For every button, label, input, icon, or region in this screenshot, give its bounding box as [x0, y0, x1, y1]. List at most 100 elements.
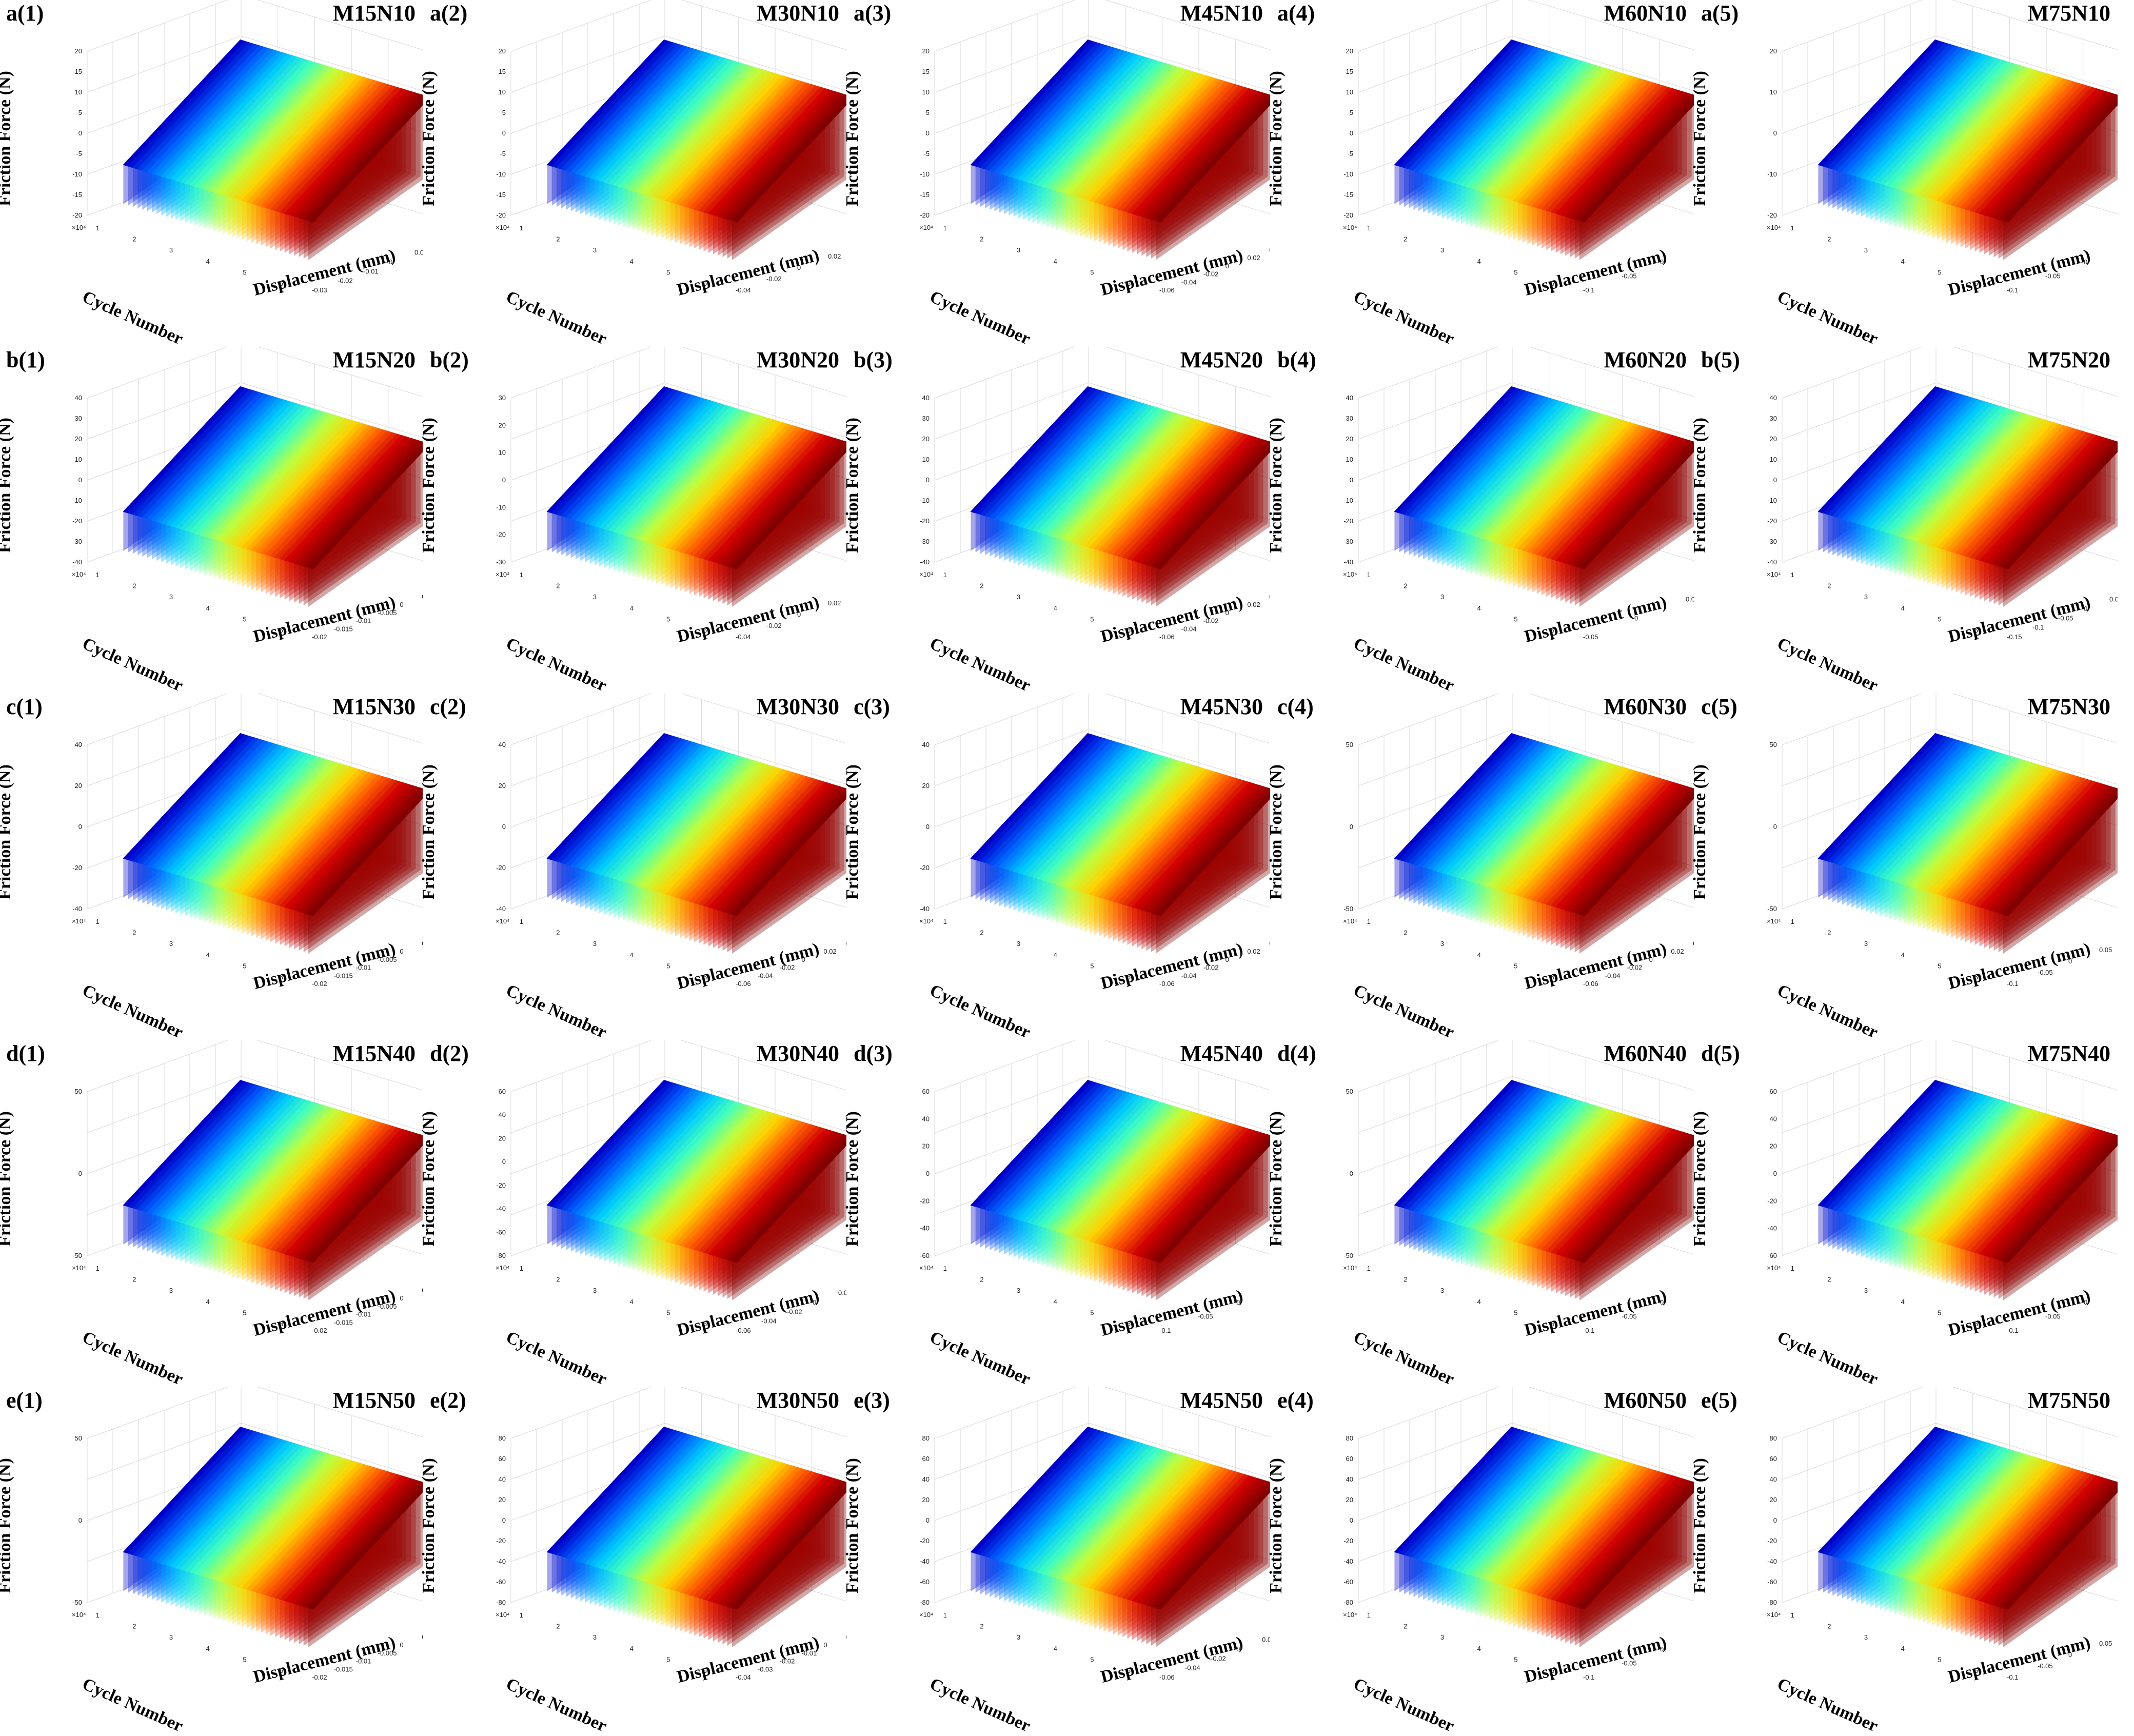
force-tick-label: 15: [499, 68, 506, 75]
cycle-tick-label: 5: [1090, 1656, 1094, 1664]
surface-strip: [1574, 1134, 1694, 1261]
panel-id: a(2): [430, 1, 468, 26]
displacement-tick-label: -0.01: [802, 1649, 817, 1657]
surface-strip: [1998, 1134, 2118, 1261]
cycle-tick-label: 5: [1938, 269, 1941, 277]
displacement-tick-label: 0.02: [823, 948, 836, 955]
cycle-tick-label: 2: [132, 235, 136, 243]
surface-strip: [1998, 441, 2118, 568]
surface-strip: [308, 445, 423, 569]
force-tick-label: 20: [1346, 1496, 1353, 1504]
surface-bands: [546, 1080, 846, 1301]
cycle-tick-label: 1: [1791, 224, 1794, 232]
force-tick-label: -10: [1767, 497, 1777, 504]
cycle-tick-label: 2: [556, 929, 560, 937]
panel-title: M15N10: [332, 1, 416, 26]
surface-bands: [546, 386, 846, 607]
panel-id: c(5): [1701, 694, 1737, 719]
force-tick-label: 0: [1350, 1516, 1353, 1524]
surface-strip: [2003, 1138, 2118, 1263]
force-tick-label: 30: [1346, 415, 1353, 422]
force-tick-label: -80: [1343, 1599, 1353, 1606]
cycle-tick-label: 3: [1017, 593, 1020, 601]
panel-id: d(3): [854, 1041, 893, 1066]
cycle-tick-label: 4: [206, 1298, 210, 1306]
chart-panel-c(5): 500-50123456×10⁴-0.1-0.0500.050.10.15c(5…: [1690, 694, 2118, 1042]
displacement-tick-label: 0.04: [1269, 593, 1270, 600]
force-tick-label: 40: [1770, 1475, 1777, 1483]
force-tick-label: 15: [922, 68, 930, 75]
cycle-tick-label: 6: [1127, 1667, 1131, 1674]
displacement-tick-label: -0.1: [1583, 286, 1594, 294]
force-tick-label: -10: [1343, 170, 1353, 178]
cycle-tick-label: 6: [1127, 626, 1131, 634]
panel-title: M45N20: [1180, 347, 1263, 372]
force-axis-label: Friction Force (N): [1690, 764, 1709, 900]
force-tick-label: 0: [1773, 129, 1777, 137]
force-tick-label: -50: [72, 1599, 82, 1606]
displacement-tick-label: -0.1: [1159, 1327, 1171, 1334]
cycle-tick-label: 5: [1090, 962, 1094, 970]
cycle-tick-label: 5: [666, 962, 670, 970]
displacement-tick-label: 0.05: [2099, 946, 2112, 954]
chart-panel-b(1): 40 30 20 10 0 -10 -20 -30 -40 1 2 3 4 5 6 ×10⁴ -0.02 -0.0…: [0, 347, 423, 695]
surface-bands: [1394, 1080, 1694, 1301]
force-tick-label: 0: [1773, 1170, 1777, 1177]
displacement-tick-label: -0.02: [338, 277, 353, 285]
displacement-tick-label: -0.06: [736, 980, 751, 988]
force-tick-label: -20: [496, 1181, 506, 1189]
cycle-exponent-label: ×10⁴: [1767, 917, 1781, 925]
cycle-tick-label: 3: [593, 246, 597, 254]
force-tick-label: -5: [1347, 150, 1353, 157]
force-tick-label: 0: [78, 1170, 82, 1177]
cycle-tick-label: 1: [943, 1265, 947, 1272]
chart-panel-d(5): 6040200-20-40-60123456×10⁴-0.1-0.0500.05…: [1690, 1040, 2118, 1389]
cycle-tick-label: 4: [630, 951, 634, 959]
displacement-tick-label: 0.02: [828, 252, 841, 260]
displacement-tick-label: -0.02: [312, 1327, 327, 1334]
cycle-exponent-label: ×10⁴: [1767, 1264, 1781, 1272]
surface-loop: [1155, 1138, 1270, 1301]
displacement-tick-label: 0: [400, 1294, 403, 1302]
force-tick-label: -5: [923, 150, 930, 157]
cycle-tick-label: 4: [206, 604, 210, 612]
surface-plot: 80 60 40 20 0 -20 -40 -60 -80 1 2 3 4 5 6 ×10⁴ -0.04 -0.0…: [496, 1387, 846, 1681]
cycle-tick-label: 2: [980, 929, 983, 937]
cycle-tick-label: 3: [1440, 940, 1444, 948]
displacement-tick-label: 0.02: [1247, 601, 1260, 608]
cycle-tick-label: 5: [243, 616, 246, 623]
force-tick-label: -30: [1343, 538, 1353, 545]
chart-panel-b(3): 40 30 20 10 0 -10 -20 -30 -40 1 2 3 4 5 6 ×10⁴ -0.06 -0.0…: [843, 347, 1270, 695]
chart-panel-a(4): 20 15 10 5 0 -5 -10 -15 -20 1 2 3 4 5 6 ×10⁴ -0.1 -0.05 0 0…: [1267, 0, 1694, 348]
force-tick-label: 20: [922, 782, 930, 790]
panel-id: c(3): [854, 694, 890, 719]
panel-id: c(1): [6, 694, 43, 719]
cycle-tick-label: 3: [1864, 940, 1868, 948]
displacement-tick-label: -0.01: [363, 267, 379, 275]
cycle-tick-label: 4: [1054, 1298, 1057, 1306]
force-tick-label: 0: [502, 129, 506, 137]
cycle-tick-label: 5: [243, 962, 246, 970]
cycle-tick-label: 4: [630, 1298, 634, 1306]
force-tick-label: 10: [1770, 88, 1777, 96]
force-tick-label: -20: [1767, 1197, 1777, 1205]
cycle-exponent-label: ×10⁴: [919, 1611, 934, 1619]
force-tick-label: 20: [1770, 1496, 1777, 1504]
displacement-tick-label: 0: [2068, 957, 2072, 965]
force-axis-label: Friction Force (N): [419, 1458, 438, 1593]
surface-loop: [308, 792, 423, 954]
cycle-tick-label: 2: [980, 235, 983, 243]
surface-strip: [1579, 445, 1694, 569]
cycle-tick-label: 2: [556, 1276, 560, 1284]
surface-strip: [732, 98, 846, 223]
force-axis-label: Friction Force (N): [1267, 764, 1286, 900]
surface-loop: [1155, 98, 1270, 261]
surface-strip: [1150, 94, 1270, 221]
force-tick-label: 40: [1346, 394, 1353, 402]
force-tick-label: -40: [72, 905, 82, 913]
displacement-tick-label: 0: [2068, 1651, 2072, 1659]
chart-panel-c(1): 40 20 0 -20 -40 1 2 3 4 5 6 ×10⁴ -0.02 -0.015 -0.01 -0.…: [0, 694, 423, 1042]
displacement-tick-label: 0.05: [2099, 1640, 2112, 1647]
panel-id: e(4): [1277, 1388, 1314, 1413]
chart-panel-b(4): 40 30 20 10 0 -10 -20 -30 -40 1 2 3 4 5 6 ×10⁴ -0.05 0 0.0…: [1267, 347, 1694, 695]
